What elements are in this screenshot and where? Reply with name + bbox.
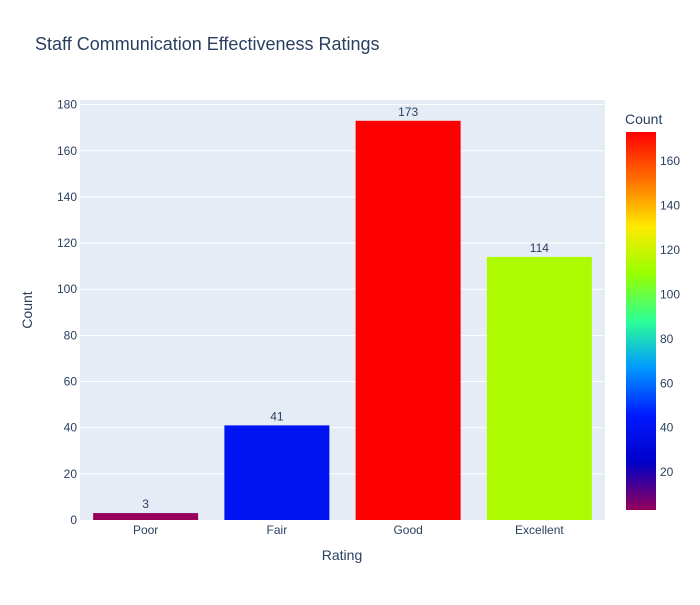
y-tick-label: 40 <box>64 421 78 435</box>
y-tick-label: 180 <box>57 98 77 112</box>
y-tick-label: 60 <box>64 375 78 389</box>
colorbar-tick-label: 160 <box>660 154 680 168</box>
y-tick-label: 100 <box>57 282 77 296</box>
y-tick-label: 120 <box>57 236 77 250</box>
colorbar-tick-label: 80 <box>660 332 674 346</box>
x-axis-ticks: Poor Fair Good Excellent <box>133 523 564 537</box>
colorbar-tick-label: 120 <box>660 243 680 257</box>
y-tick-label: 0 <box>70 513 77 527</box>
colorbar-tick-label: 40 <box>660 421 674 435</box>
x-tick-label: Fair <box>267 523 288 537</box>
colorbar-tick-label: 60 <box>660 376 674 390</box>
colorbar-tick-label: 100 <box>660 287 680 301</box>
chart-title: Staff Communication Effectiveness Rating… <box>35 34 380 54</box>
bar-excellent <box>486 256 592 520</box>
data-label: 41 <box>270 409 284 423</box>
x-tick-label: Poor <box>133 523 158 537</box>
y-tick-label: 140 <box>57 190 77 204</box>
y-axis-title: Count <box>19 291 35 328</box>
x-tick-label: Good <box>393 523 422 537</box>
grid-lines <box>80 104 605 475</box>
bar-good <box>355 120 461 521</box>
x-axis-title: Rating <box>322 547 362 563</box>
data-labels: 3 41 173 114 <box>142 105 549 511</box>
colorbar-tick-label: 20 <box>660 465 674 479</box>
y-tick-label: 80 <box>64 328 78 342</box>
x-tick-label: Excellent <box>515 523 564 537</box>
y-axis-ticks: 0 20 40 60 80 100 120 140 160 180 <box>57 98 77 527</box>
data-label: 173 <box>398 105 418 119</box>
data-label: 114 <box>530 241 549 255</box>
y-tick-label: 160 <box>57 144 77 158</box>
bar-fair <box>224 425 330 520</box>
bars <box>93 120 592 521</box>
colorbar-title: Count <box>625 111 662 127</box>
y-tick-label: 20 <box>64 467 78 481</box>
colorbar-tick-label: 140 <box>660 198 680 212</box>
data-label: 3 <box>142 497 149 511</box>
bar-poor <box>93 513 199 520</box>
colorbar <box>626 132 656 510</box>
colorbar-ticks: 20 40 60 80 100 120 140 160 <box>660 154 680 479</box>
